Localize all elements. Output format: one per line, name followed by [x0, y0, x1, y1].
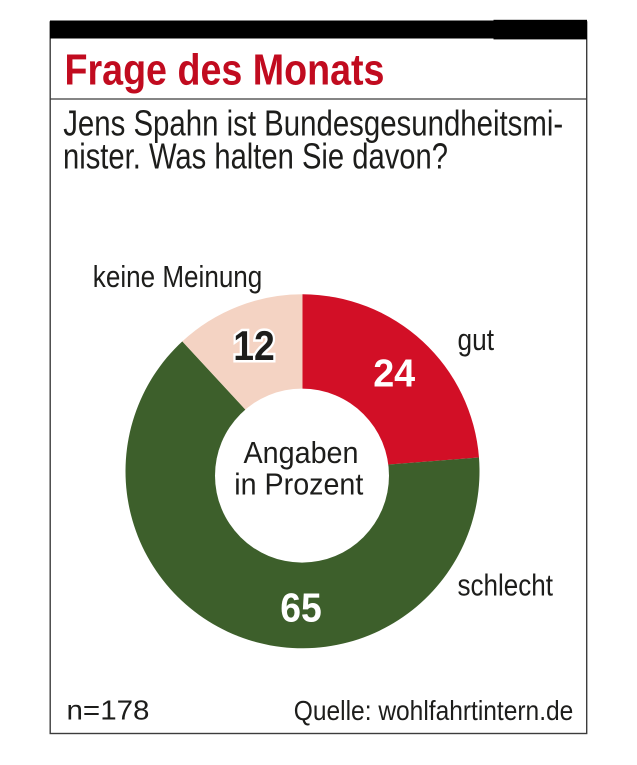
- svg-text:65: 65: [280, 585, 322, 631]
- svg-text:keine Meinung: keine Meinung: [93, 259, 262, 294]
- svg-text:in Prozent: in Prozent: [234, 468, 364, 502]
- svg-text:Quelle: wohlfahrtintern.de: Quelle: wohlfahrtintern.de: [294, 695, 574, 726]
- svg-text:schlecht: schlecht: [458, 568, 554, 603]
- svg-text:12: 12: [233, 322, 275, 369]
- svg-text:Frage des Monats: Frage des Monats: [65, 47, 385, 95]
- svg-text:n=178: n=178: [67, 694, 150, 725]
- svg-text:24: 24: [373, 353, 415, 396]
- svg-text:Jens Spahn ist Bundesgesundhei: Jens Spahn ist Bundesgesundheitsmi-: [63, 102, 563, 143]
- svg-text:nister. Was halten Sie davon?: nister. Was halten Sie davon?: [63, 135, 448, 176]
- svg-text:gut: gut: [458, 322, 495, 357]
- svg-text:Angaben: Angaben: [244, 436, 359, 470]
